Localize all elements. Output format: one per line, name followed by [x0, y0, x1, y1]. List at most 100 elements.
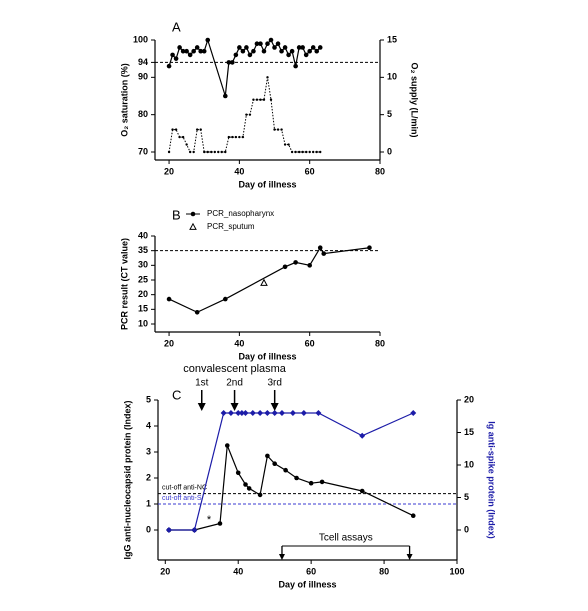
y-tick-label: 20 — [138, 289, 148, 299]
point — [275, 41, 281, 47]
point — [307, 48, 312, 54]
point — [319, 150, 322, 154]
x-axis-label: Day of illness — [238, 351, 296, 361]
point — [231, 135, 234, 139]
arrow-label: 2nd — [226, 378, 243, 389]
point — [243, 482, 248, 487]
point — [220, 150, 223, 154]
point — [290, 150, 294, 154]
point — [257, 410, 264, 416]
x-tick-label: 20 — [160, 566, 170, 576]
point — [319, 479, 325, 485]
point — [235, 470, 241, 476]
point — [234, 135, 238, 139]
point — [273, 128, 276, 131]
point — [248, 113, 252, 116]
point — [307, 263, 312, 268]
point — [280, 128, 283, 131]
x-tick-label: 60 — [305, 166, 315, 176]
y2-axis-label: Ig anti-spike protein (Index) — [487, 421, 497, 539]
y2-tick-label: 5 — [387, 109, 392, 119]
y-axis-label: PCR result (CT value) — [119, 238, 129, 330]
point — [308, 480, 314, 486]
y-tick-label: 80 — [138, 109, 148, 119]
point — [410, 513, 416, 518]
point — [315, 150, 318, 154]
point — [289, 410, 296, 416]
x-tick-label: 80 — [379, 566, 389, 576]
y-tick-label: 90 — [138, 72, 148, 82]
point — [205, 37, 211, 43]
point — [317, 245, 323, 251]
point — [312, 150, 315, 154]
point — [262, 98, 266, 101]
point — [286, 52, 291, 58]
point — [185, 143, 188, 146]
point — [246, 486, 252, 491]
y-tick-label: 10 — [138, 318, 148, 328]
point — [301, 150, 304, 154]
legend-label: PCR_sputum — [207, 222, 255, 231]
point — [297, 150, 301, 154]
y2-tick-label: 10 — [464, 459, 474, 469]
y2-tick-label: 10 — [387, 72, 397, 82]
y-tick-label: 3 — [146, 446, 151, 456]
legend-label: PCR_nasopharynx — [207, 209, 274, 218]
point — [282, 264, 288, 270]
point — [245, 113, 248, 116]
series-line — [168, 77, 321, 153]
x-tick-label: 100 — [449, 566, 464, 576]
point — [265, 41, 270, 47]
legend-marker — [190, 211, 196, 217]
point — [266, 76, 269, 79]
point — [230, 60, 235, 65]
point — [174, 128, 178, 131]
point — [304, 150, 308, 154]
series-line — [168, 445, 414, 531]
point — [265, 453, 270, 459]
point — [264, 410, 271, 416]
y-axis-label: IgG anti-nucleocapsid protein (Index) — [122, 400, 132, 559]
point — [269, 98, 273, 101]
panel-label: C — [172, 387, 181, 402]
y-tick-label: 1 — [146, 498, 151, 508]
panel-label: A — [172, 19, 181, 34]
point — [268, 37, 274, 43]
point — [188, 150, 192, 154]
point — [310, 45, 316, 50]
point — [173, 56, 179, 61]
bracket-arrow-head — [278, 554, 285, 560]
point — [359, 488, 365, 494]
point — [258, 41, 263, 47]
point — [226, 60, 232, 65]
point — [238, 410, 245, 416]
point — [180, 48, 186, 54]
y2-tick-label: 0 — [387, 146, 392, 156]
point — [276, 128, 280, 131]
x-tick-label: 20 — [164, 338, 174, 348]
y-tick-label: 40 — [138, 230, 148, 240]
point — [296, 45, 302, 50]
point — [171, 128, 174, 131]
reference-label: cut-off anti-S — [162, 495, 202, 502]
point — [187, 52, 193, 58]
point — [201, 48, 207, 54]
point — [220, 410, 227, 416]
point — [227, 410, 234, 416]
point — [224, 150, 227, 154]
point — [233, 52, 239, 58]
x-tick-label: 60 — [305, 338, 315, 348]
bracket-label: Tcell assays — [319, 533, 373, 544]
arrow-label: 1st — [195, 378, 209, 389]
point — [317, 45, 323, 50]
point — [261, 48, 267, 54]
point — [241, 135, 245, 139]
point — [279, 48, 284, 54]
point — [289, 48, 295, 54]
point — [235, 410, 242, 416]
point — [247, 52, 253, 58]
point — [223, 93, 228, 99]
arrow-head — [197, 403, 206, 411]
point — [213, 150, 216, 154]
point — [257, 492, 263, 498]
